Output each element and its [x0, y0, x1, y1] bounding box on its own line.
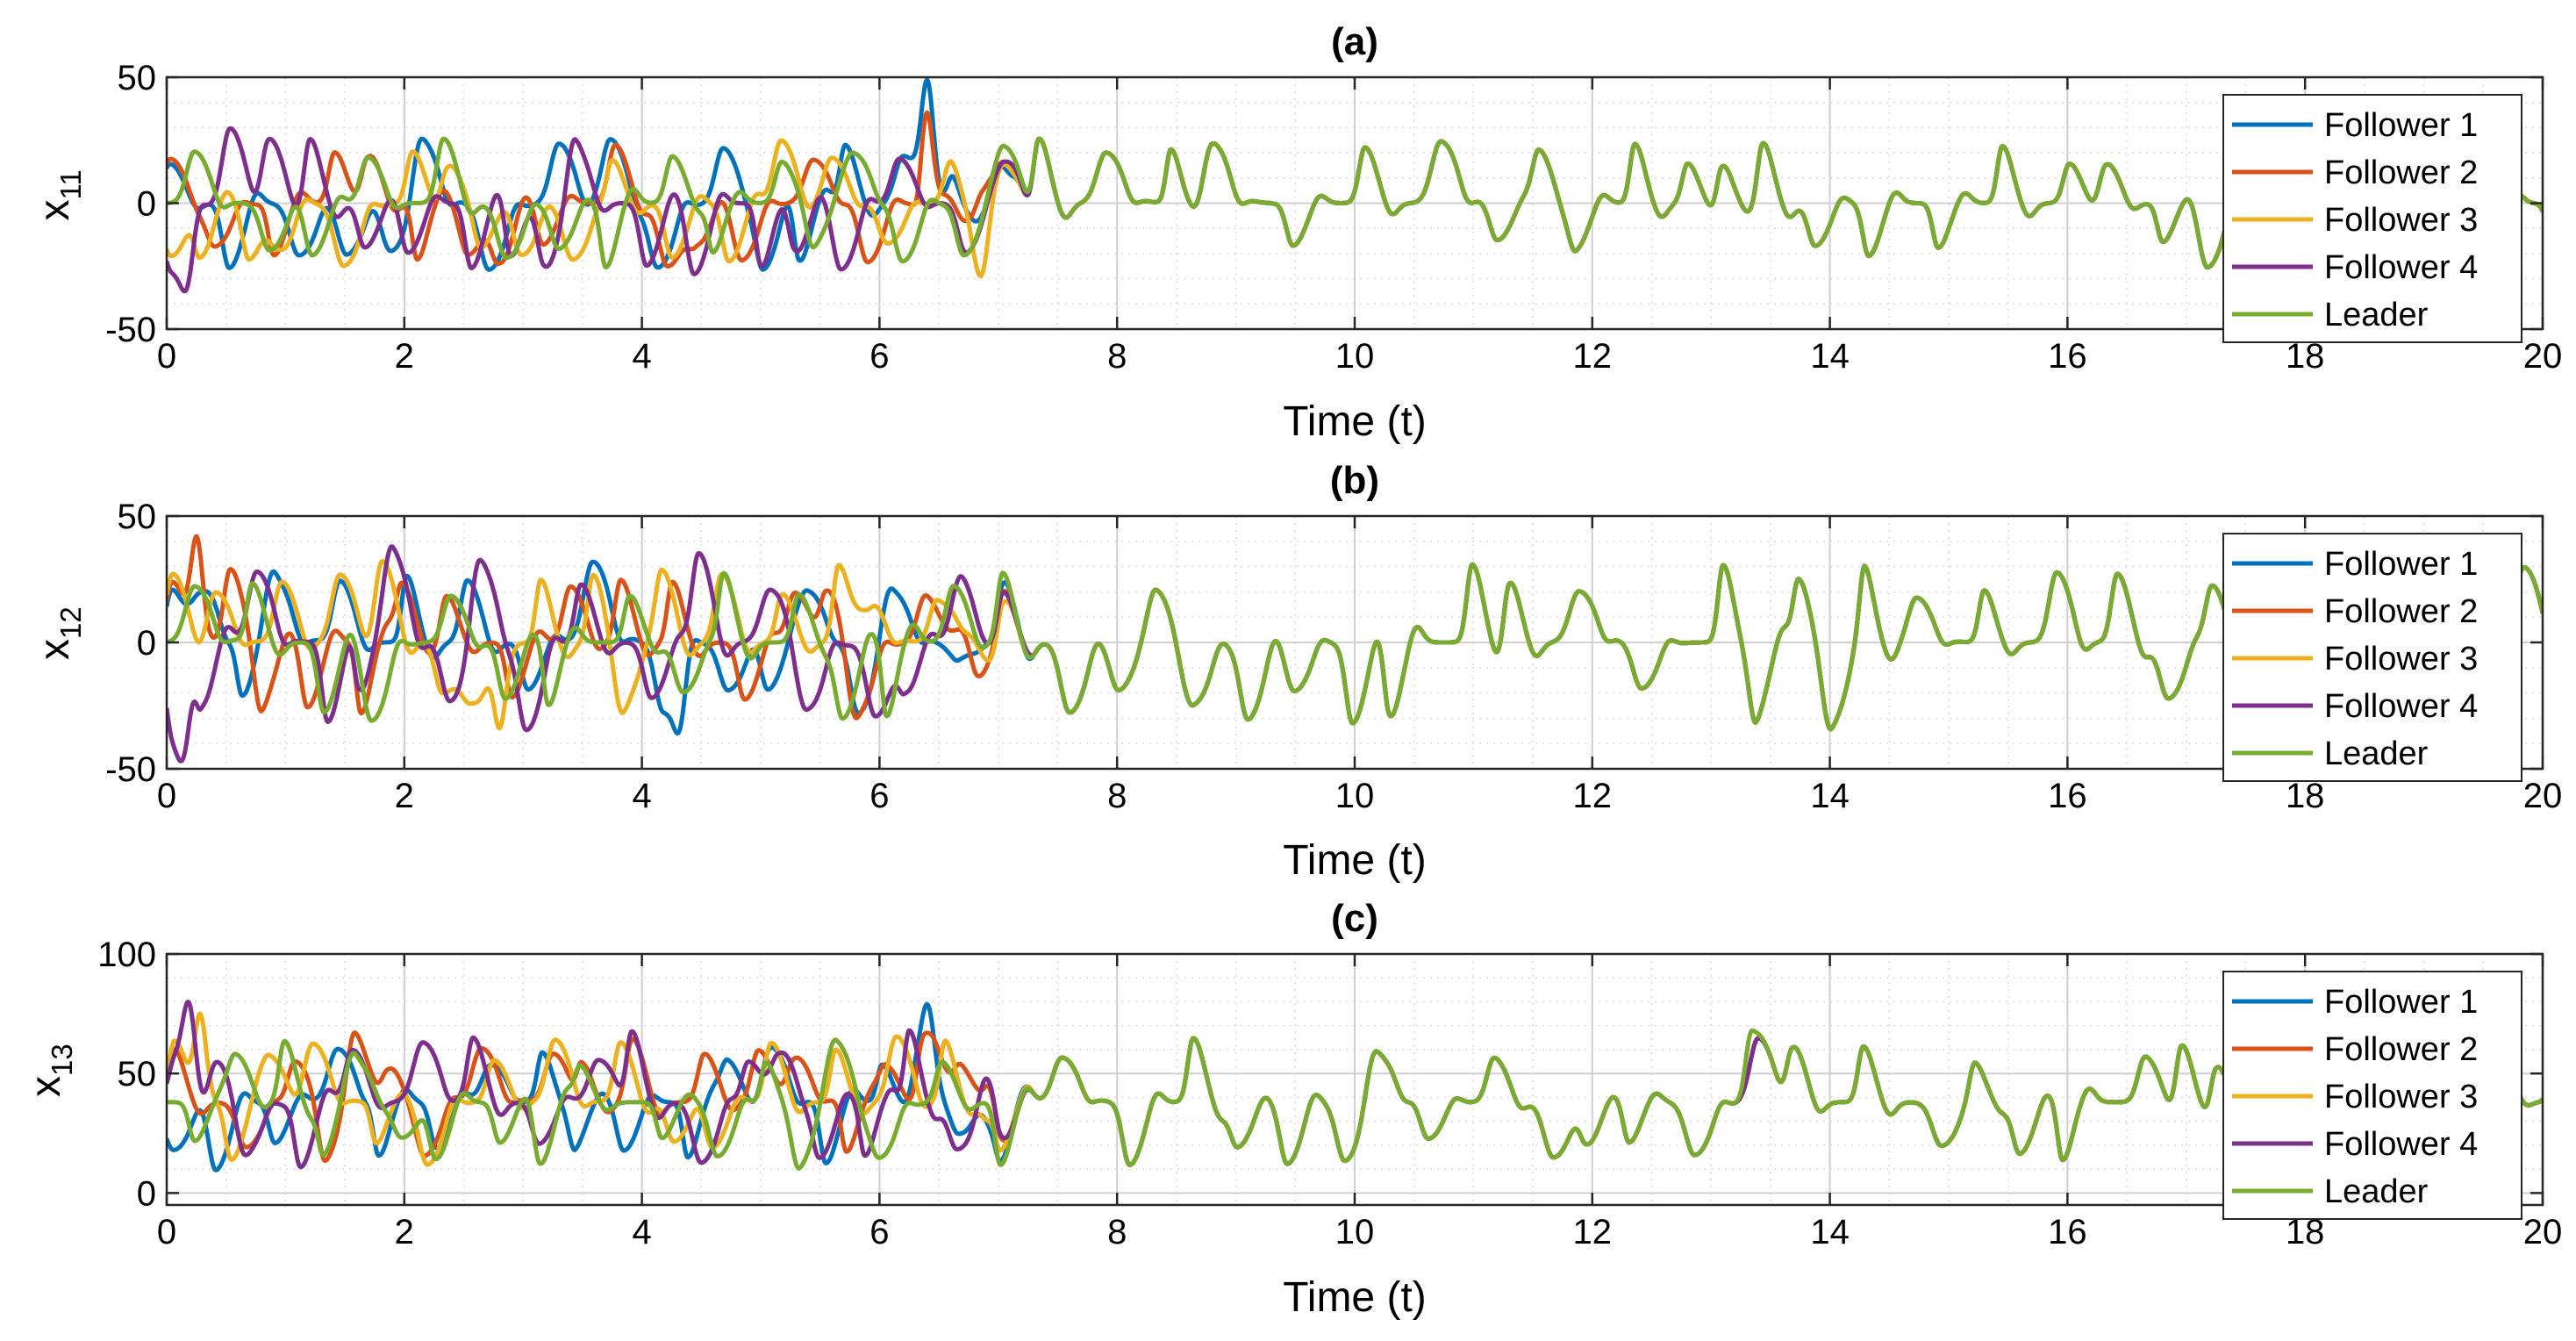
- x-tick-label: 6: [869, 777, 889, 815]
- x-tick-label: 8: [1107, 777, 1127, 815]
- y-tick-label: 0: [137, 624, 156, 663]
- x-tick-label: 8: [1107, 337, 1127, 376]
- series-lines: [167, 534, 2543, 764]
- x-tick-label: 20: [2523, 777, 2563, 815]
- x-tick-label: 10: [1335, 777, 1375, 815]
- x-tick-label: 18: [2286, 337, 2325, 376]
- y-axis-label-sub: 12: [54, 606, 87, 639]
- x-tick-label: 18: [2286, 777, 2325, 815]
- y-axis-label-sub: 11: [54, 169, 87, 199]
- legend-entry-leader: Leader: [2324, 735, 2429, 772]
- legend-entry-follower3: Follower 3: [2324, 1079, 2478, 1115]
- legend: Follower 1 Follower 2 Follower 3 Follower 4…: [2222, 533, 2522, 782]
- legend-entry-follower1: Follower 1: [2324, 107, 2478, 144]
- x-tick-label: 6: [869, 1213, 889, 1251]
- x-tick-label: 14: [1810, 337, 1850, 376]
- y-axis-label: x12: [32, 606, 87, 660]
- y-tick-label: -50: [105, 750, 156, 789]
- x-tick-label: 20: [2523, 1213, 2563, 1251]
- series-lines: [167, 1000, 2543, 1172]
- legend-entry-follower3: Follower 3: [2324, 641, 2478, 678]
- y-tick-label: 50: [118, 1055, 157, 1094]
- x-tick-label: 0: [157, 337, 176, 376]
- legend-entry-follower2: Follower 2: [2324, 1031, 2478, 1068]
- y-axis-label-sub: 13: [46, 1043, 78, 1076]
- y-tick-label: 0: [137, 185, 156, 224]
- chart-title: (c): [1331, 897, 1378, 940]
- x-tick-label: 10: [1335, 337, 1375, 376]
- x-tick-label: 10: [1335, 1213, 1375, 1251]
- series-line-leader: [167, 562, 2543, 732]
- x-tick-label: 4: [632, 337, 651, 376]
- y-tick-label: -50: [105, 311, 156, 349]
- x-tick-label: 20: [2523, 337, 2563, 376]
- series-line-leader: [167, 1028, 2543, 1171]
- chart-title: (b): [1330, 459, 1379, 502]
- x-tick-label: 14: [1810, 777, 1850, 815]
- y-tick-label: 50: [118, 498, 157, 536]
- x-tick-label: 12: [1573, 777, 1613, 815]
- y-tick-label: 0: [137, 1174, 156, 1213]
- x-tick-label: 12: [1573, 1213, 1613, 1251]
- x-tick-label: 2: [395, 337, 414, 376]
- legend: Follower 1 Follower 2 Follower 3 Follower 4…: [2222, 971, 2522, 1220]
- legend-entry-follower4: Follower 4: [2324, 249, 2478, 286]
- y-tick-label: 50: [118, 59, 157, 97]
- y-axis-label: x13: [23, 1043, 78, 1097]
- legend-entry-follower4: Follower 4: [2324, 1126, 2478, 1163]
- x-tick-label: 6: [869, 337, 889, 376]
- x-tick-label: 16: [2048, 1213, 2087, 1251]
- y-axis-label-base: x: [23, 1076, 69, 1097]
- x-tick-label: 16: [2048, 337, 2087, 376]
- x-tick-label: 4: [632, 1213, 651, 1251]
- x-tick-label: 12: [1573, 337, 1613, 376]
- y-axis-label-base: x: [32, 639, 78, 660]
- legend-entry-leader: Leader: [2324, 297, 2429, 333]
- chart-title: (a): [1331, 20, 1378, 63]
- x-tick-label: 4: [632, 777, 651, 815]
- legend-entry-follower1: Follower 1: [2324, 546, 2478, 583]
- x-tick-label: 14: [1810, 1213, 1850, 1251]
- legend: Follower 1 Follower 2 Follower 3 Follower 4…: [2222, 94, 2522, 343]
- y-axis-label: x11: [32, 169, 87, 220]
- y-tick-label: 100: [97, 936, 156, 974]
- legend-entry-follower1: Follower 1: [2324, 984, 2478, 1021]
- x-tick-label: 16: [2048, 777, 2087, 815]
- series-line-leader: [167, 136, 2543, 269]
- x-axis-label: Time (t): [1283, 1274, 1427, 1321]
- legend-entry-follower3: Follower 3: [2324, 202, 2478, 239]
- x-tick-label: 0: [157, 777, 176, 815]
- x-tick-label: 8: [1107, 1213, 1127, 1251]
- legend-entry-follower4: Follower 4: [2324, 688, 2478, 725]
- legend-entry-follower2: Follower 2: [2324, 154, 2478, 191]
- x-tick-label: 2: [395, 777, 414, 815]
- legend-entry-leader: Leader: [2324, 1173, 2429, 1210]
- legend-entry-follower2: Follower 2: [2324, 593, 2478, 630]
- y-axis-label-base: x: [32, 200, 78, 221]
- x-tick-label: 2: [395, 1213, 414, 1251]
- series-lines: [167, 77, 2543, 294]
- x-axis-label: Time (t): [1283, 837, 1427, 884]
- x-tick-label: 0: [157, 1213, 176, 1251]
- x-axis-label: Time (t): [1283, 398, 1427, 445]
